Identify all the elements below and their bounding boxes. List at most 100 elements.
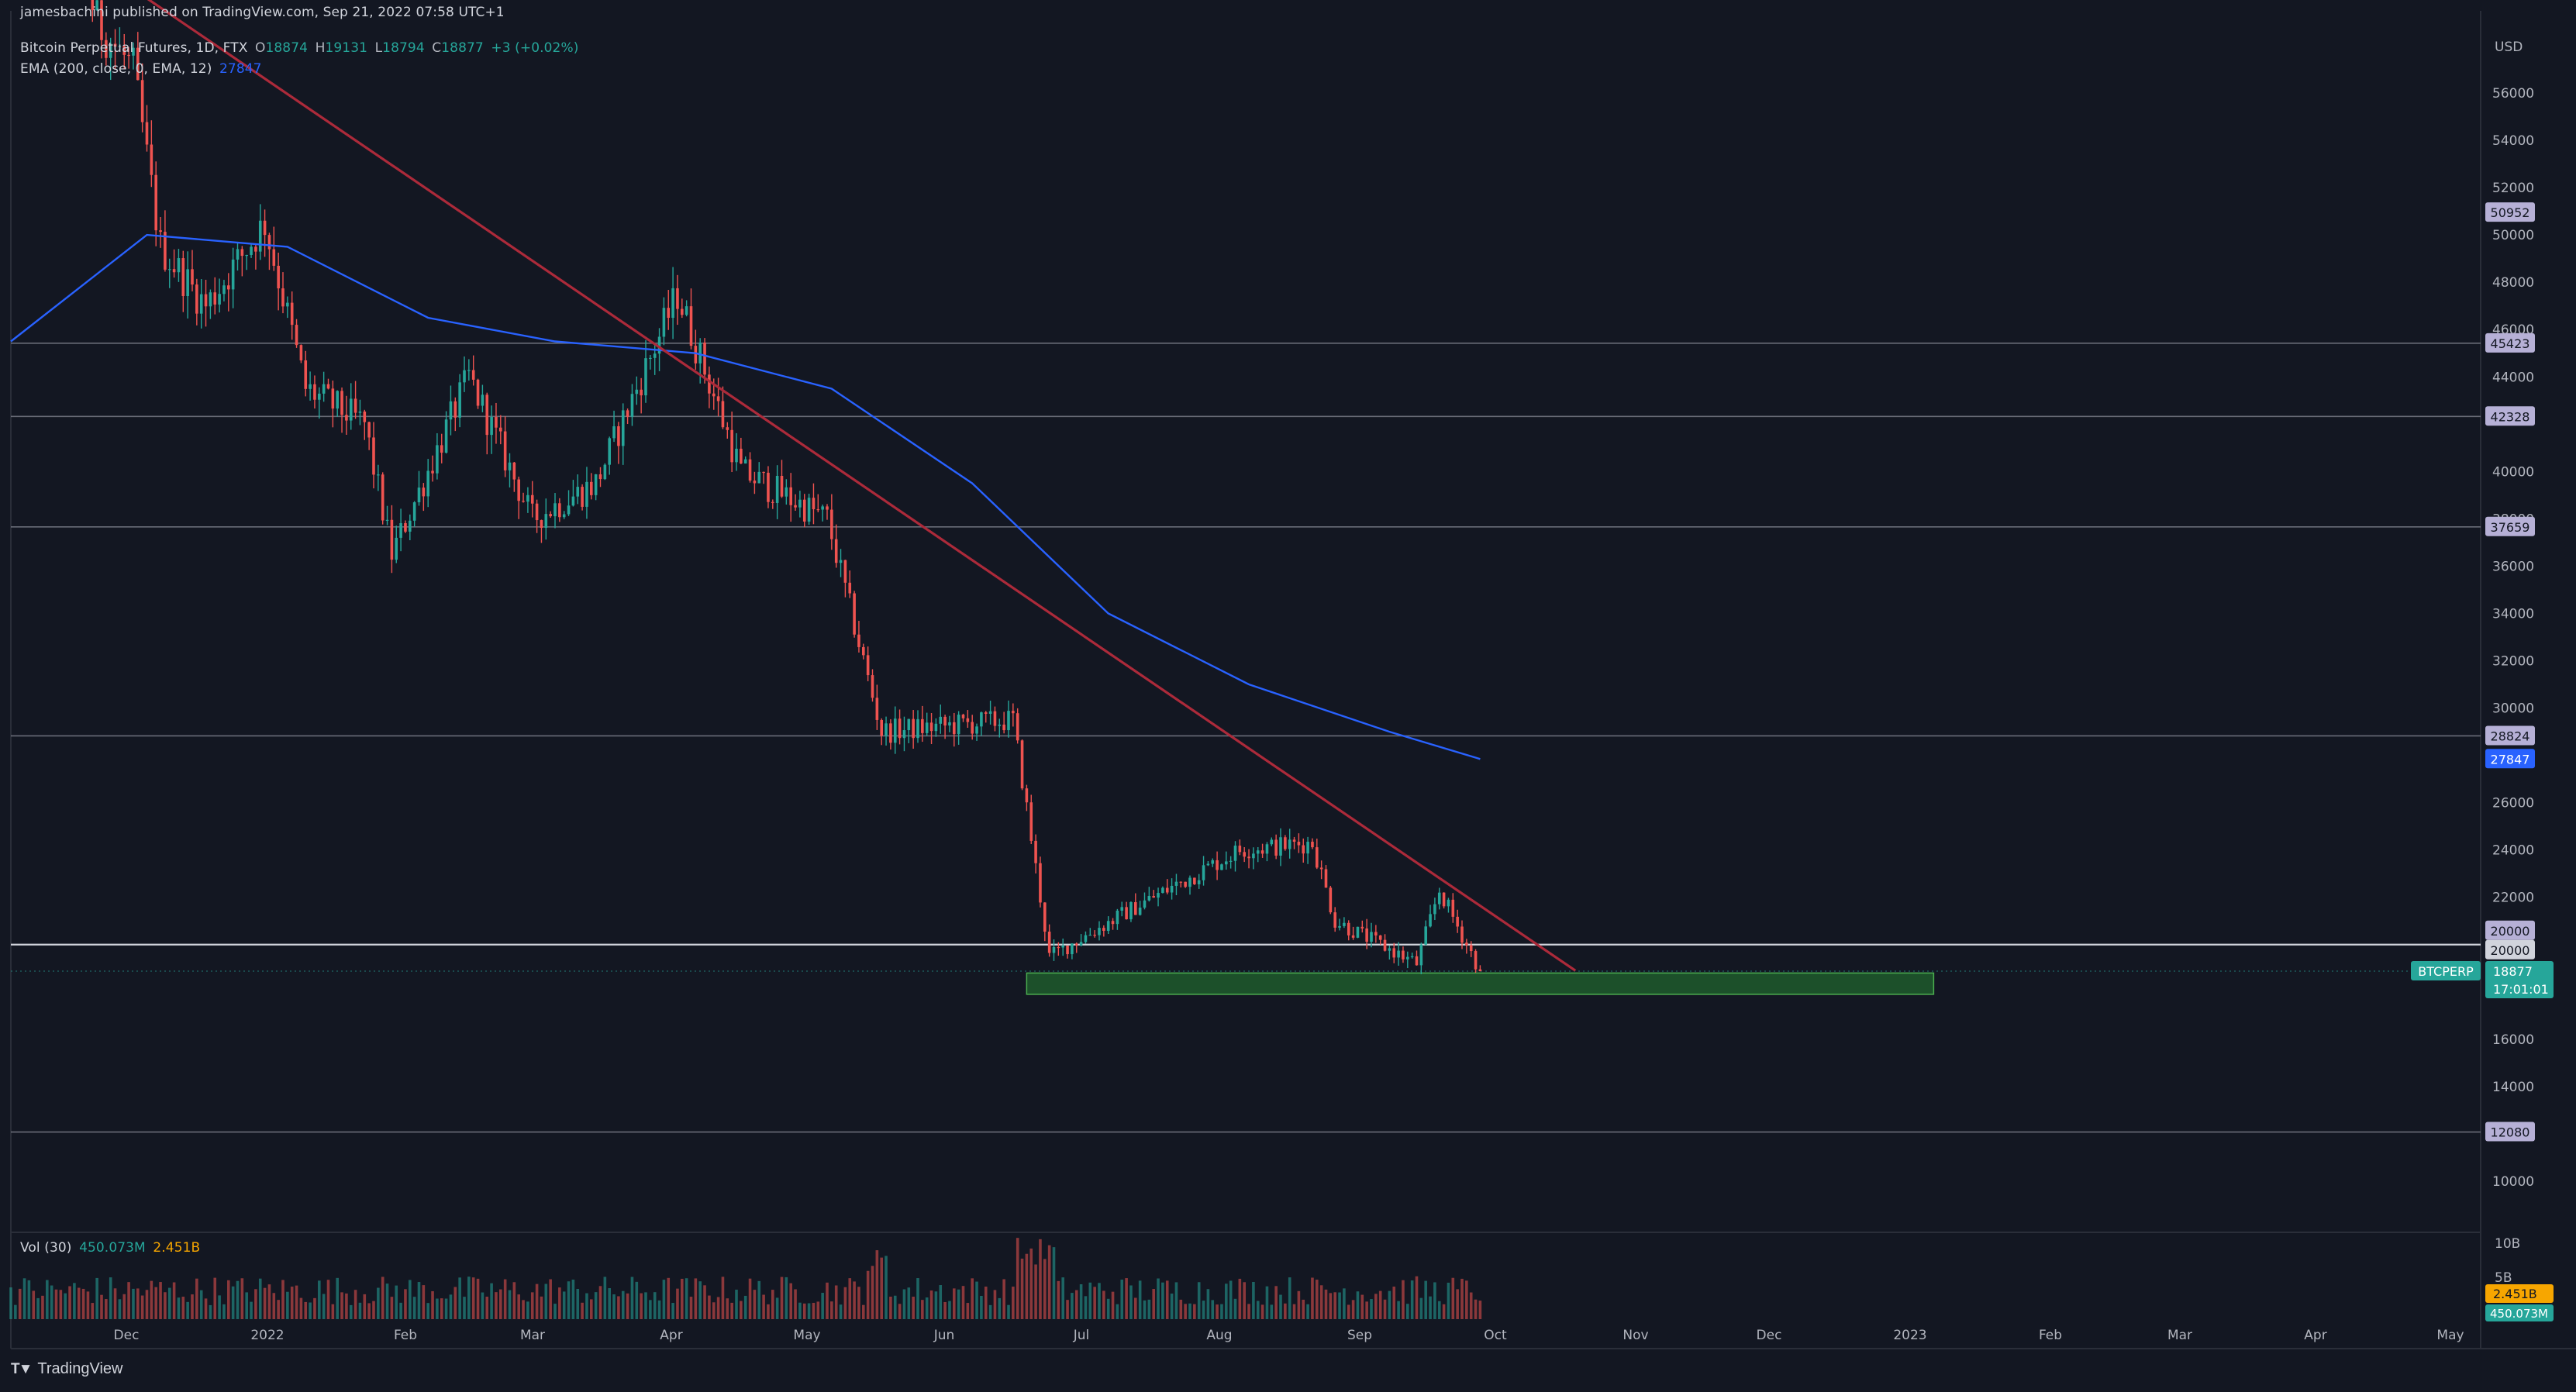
candle-body <box>1170 885 1174 893</box>
candle <box>1311 838 1314 849</box>
candle-body <box>743 459 747 463</box>
candle-body <box>345 415 348 421</box>
level-badge-28824[interactable]: 28824 <box>2491 729 2530 743</box>
candle <box>667 290 671 330</box>
ema-badge[interactable]: 27847 <box>2491 752 2530 767</box>
volume-bar <box>1433 1282 1436 1319</box>
candle <box>177 249 181 282</box>
ema-line[interactable] <box>10 233 1481 760</box>
candle <box>1306 836 1309 864</box>
volume-bar <box>585 1293 588 1319</box>
symbol-badge[interactable]: BTCPERP <box>2418 964 2474 979</box>
candle-body <box>735 448 738 463</box>
vol-badge-orange[interactable]: 2.451B <box>2493 1287 2537 1301</box>
volume-bar <box>571 1280 575 1319</box>
candle-body <box>272 249 276 266</box>
candle-body <box>598 474 602 480</box>
symbol-title[interactable]: Bitcoin Perpetual Futures, 1D, FTX <box>20 40 248 56</box>
support-badge-upper[interactable]: 20000 <box>2491 924 2530 939</box>
candle <box>875 684 879 730</box>
axes[interactable]: 5600054000520005000048000460004400040000… <box>114 40 2554 1343</box>
candle-body <box>417 488 421 503</box>
candle <box>1265 842 1269 862</box>
volume-bar <box>127 1282 130 1319</box>
candle-body <box>267 235 271 250</box>
symbol-legend[interactable]: Bitcoin Perpetual Futures, 1D, FTX O1887… <box>20 40 581 56</box>
candle-body <box>1456 916 1459 927</box>
candle <box>685 300 688 317</box>
price-badge[interactable]: 18877 <box>2493 964 2533 979</box>
volume-bar <box>1378 1290 1382 1319</box>
level-badge-37659[interactable]: 37659 <box>2491 520 2530 535</box>
volume-bar <box>345 1293 348 1319</box>
volume-bar <box>417 1282 421 1319</box>
candle-body <box>612 426 616 439</box>
ema-legend[interactable]: EMA (200, close, 0, EMA, 12) 27847 <box>20 61 265 77</box>
volume-bar <box>1351 1300 1355 1319</box>
volume-bar <box>363 1294 367 1319</box>
candle <box>1211 858 1215 867</box>
support-badge-lower[interactable]: 20000 <box>2491 943 2530 958</box>
volume-bar <box>1270 1304 1274 1319</box>
candle-body <box>231 259 235 290</box>
candle-body <box>558 503 561 518</box>
candle-body <box>1002 724 1005 731</box>
candle-body <box>186 269 189 296</box>
candle-body <box>1469 945 1473 952</box>
candle <box>1370 922 1373 948</box>
candle <box>726 422 729 439</box>
volume-bar <box>1074 1290 1078 1319</box>
level-badge-50952[interactable]: 50952 <box>2491 205 2530 220</box>
candle <box>743 456 747 464</box>
candle-body <box>1460 926 1464 943</box>
volume-bar <box>726 1298 729 1319</box>
volume-bar <box>971 1278 974 1319</box>
tradingview-logo[interactable]: T▼ TradingView <box>11 1360 122 1378</box>
candle <box>594 474 598 501</box>
candle-body <box>286 302 289 307</box>
vol-label[interactable]: Vol (30) <box>20 1240 72 1256</box>
candle-body <box>1437 892 1441 904</box>
volume-bar <box>735 1289 738 1319</box>
candle <box>921 705 924 743</box>
candle-body <box>290 302 294 326</box>
candle-body <box>1029 802 1033 841</box>
candle-body <box>785 487 788 497</box>
volume-bar <box>1238 1278 1242 1319</box>
change-value: +3 (+0.02%) <box>491 40 579 56</box>
candle-body <box>1324 869 1328 888</box>
candle-body <box>336 391 339 409</box>
candle-body <box>1098 928 1101 935</box>
support-zone-rect[interactable] <box>1026 972 1935 995</box>
level-badge-42328[interactable]: 42328 <box>2491 409 2530 424</box>
close-label: C <box>432 40 442 56</box>
vol-badge-green[interactable]: 450.073M <box>2490 1307 2548 1321</box>
candle <box>1052 939 1056 961</box>
volume-bar <box>1125 1278 1128 1319</box>
ema-label[interactable]: EMA (200, close, 0, EMA, 12) <box>20 61 212 77</box>
ema-200-line[interactable] <box>10 233 1481 760</box>
support-zone[interactable] <box>1026 972 1935 995</box>
volume-bar <box>304 1301 308 1319</box>
candle-body <box>512 462 516 480</box>
level-badge-45423[interactable]: 45423 <box>2491 336 2530 351</box>
candle <box>390 505 394 574</box>
volume-legend[interactable]: Vol (30) 450.073M 2.451B <box>20 1240 203 1256</box>
descending-trendline[interactable] <box>147 0 1577 972</box>
brand-label: TradingView <box>37 1360 123 1377</box>
volume-bar <box>353 1290 357 1319</box>
volume-bar <box>1260 1304 1264 1319</box>
candle-body <box>95 0 98 11</box>
level-badge-12080[interactable]: 12080 <box>2491 1125 2530 1140</box>
candle <box>336 390 339 417</box>
volume-bar <box>372 1301 375 1319</box>
volume-bar <box>1360 1294 1364 1319</box>
candle-body <box>304 360 308 389</box>
candle-body <box>939 716 943 724</box>
candle-body <box>195 284 198 314</box>
trendline[interactable] <box>147 0 1577 972</box>
candle-body <box>132 47 135 56</box>
volume-bar <box>1197 1282 1201 1319</box>
candle <box>426 459 429 508</box>
